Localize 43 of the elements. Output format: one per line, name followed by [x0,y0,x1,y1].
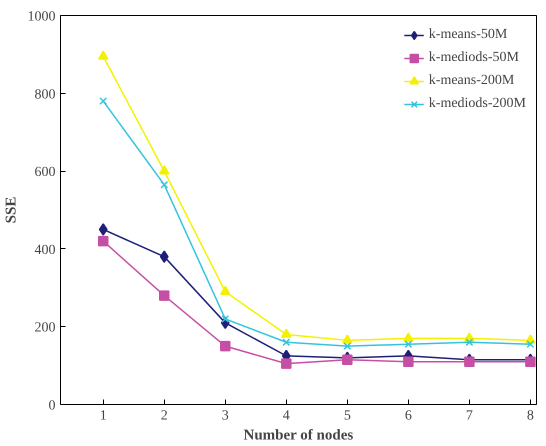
y-tick-label: 800 [34,87,56,102]
point [403,356,414,367]
x-tick-label: 6 [404,408,412,424]
point [158,165,170,174]
point [160,180,168,189]
y-tick-label: 600 [34,165,56,180]
point [160,250,169,263]
point [465,338,474,346]
point [99,97,108,106]
point [526,340,534,348]
y-tick-label: 1000 [28,10,56,24]
point [281,358,292,369]
x-tick-label: 5 [344,408,351,424]
y-tick-label: 0 [48,398,56,414]
x-axis-title: Number of nodes [244,428,354,444]
y-axis-title: SSE [4,196,20,224]
point [281,328,292,338]
point [98,236,108,246]
point [403,332,414,342]
point [98,223,108,236]
point [464,356,475,367]
point [342,354,353,366]
legend-label: k-means-200M [428,73,514,89]
legend-label: k-mediods-200M [428,96,526,112]
x-tick-label: 1 [100,408,107,424]
point [404,340,412,348]
legend-label: k-mediods-50M [428,50,519,66]
point [342,334,353,344]
x-tick-label: 2 [160,408,168,424]
x-tick-label: 7 [466,408,473,424]
point [282,338,290,346]
point [220,286,231,296]
x-tick-label: 3 [222,408,229,424]
point [98,50,108,60]
point [525,356,536,367]
legend-label: k-means-50M [428,27,508,43]
point [343,342,352,350]
x-tick-label: 4 [282,408,290,424]
point [220,340,231,352]
x-tick-label: 8 [526,408,534,424]
y-tick-label: 400 [34,242,56,258]
y-tick-label: 200 [34,320,56,336]
point [158,290,170,301]
